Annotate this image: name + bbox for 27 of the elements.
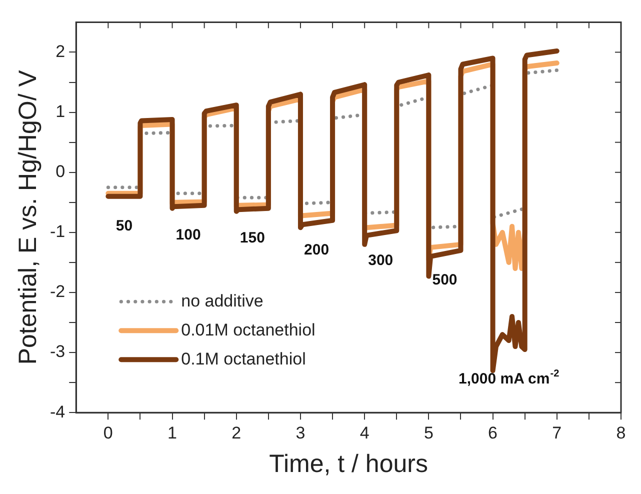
x-axis-title: Time, t / hours [269,450,428,478]
x-tick-label: 8 [616,423,626,442]
y-tick-label: 1 [56,102,66,121]
y-tick-label: -4 [50,402,66,422]
legend-label: 0.01M octanethiol [181,320,316,340]
x-tick-label: 5 [424,423,434,442]
legend-label: no additive [181,291,264,310]
x-tick-label: 3 [296,423,306,442]
legend-label: 0.1M octanethiol [181,349,306,368]
y-tick-label: -3 [50,342,66,362]
x-tick-label: 7 [552,423,562,442]
annotation: 150 [240,230,265,247]
x-tick-label: 4 [360,423,370,442]
y-axis-title: Potential, E vs. Hg/HgO/ V [14,70,42,365]
annotation: 500 [432,272,458,289]
y-tick-label: 2 [56,42,66,61]
annotation: 50 [116,218,133,235]
y-tick-label: 0 [56,162,66,182]
x-tick-label: 0 [103,423,113,442]
x-tick-label: 6 [488,423,498,442]
annotation: 300 [368,252,394,269]
annotation: 100 [176,226,201,244]
y-tick-label: -1 [50,222,66,242]
annotation: 200 [304,242,330,259]
x-tick-label: 1 [168,423,178,442]
y-tick-label: -2 [50,282,66,302]
x-tick-label: 2 [232,423,242,442]
